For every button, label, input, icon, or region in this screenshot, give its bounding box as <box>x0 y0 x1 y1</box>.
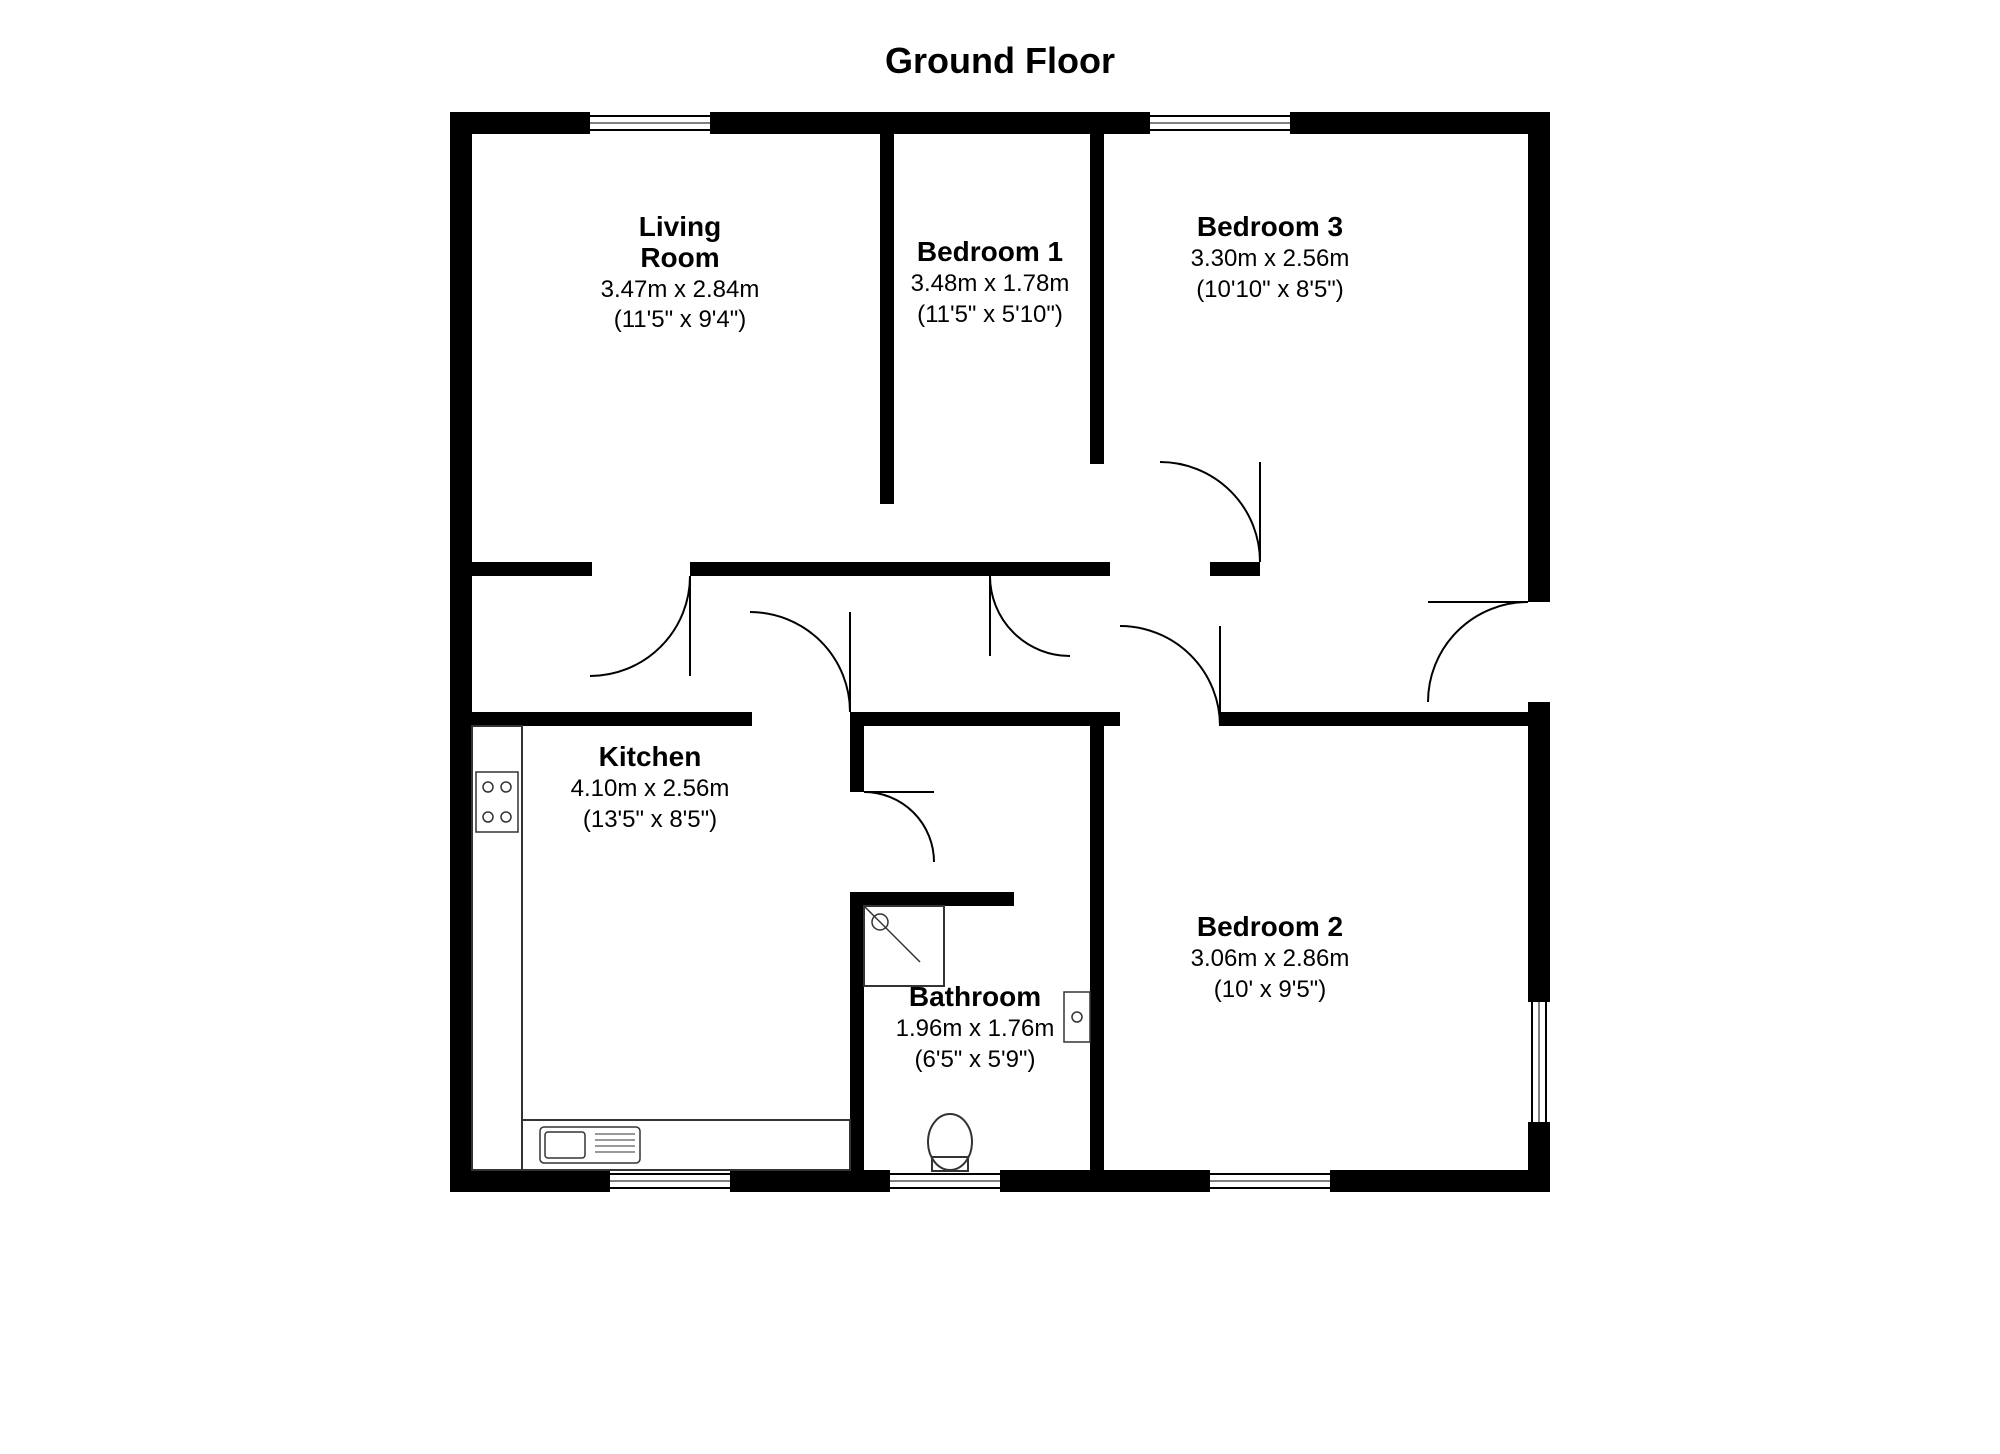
floorplan-svg <box>450 112 1550 1212</box>
floorplan-diagram: Living Room 3.47m x 2.84m (11'5" x 9'4")… <box>450 112 1550 1217</box>
floor-title: Ground Floor <box>885 40 1115 82</box>
